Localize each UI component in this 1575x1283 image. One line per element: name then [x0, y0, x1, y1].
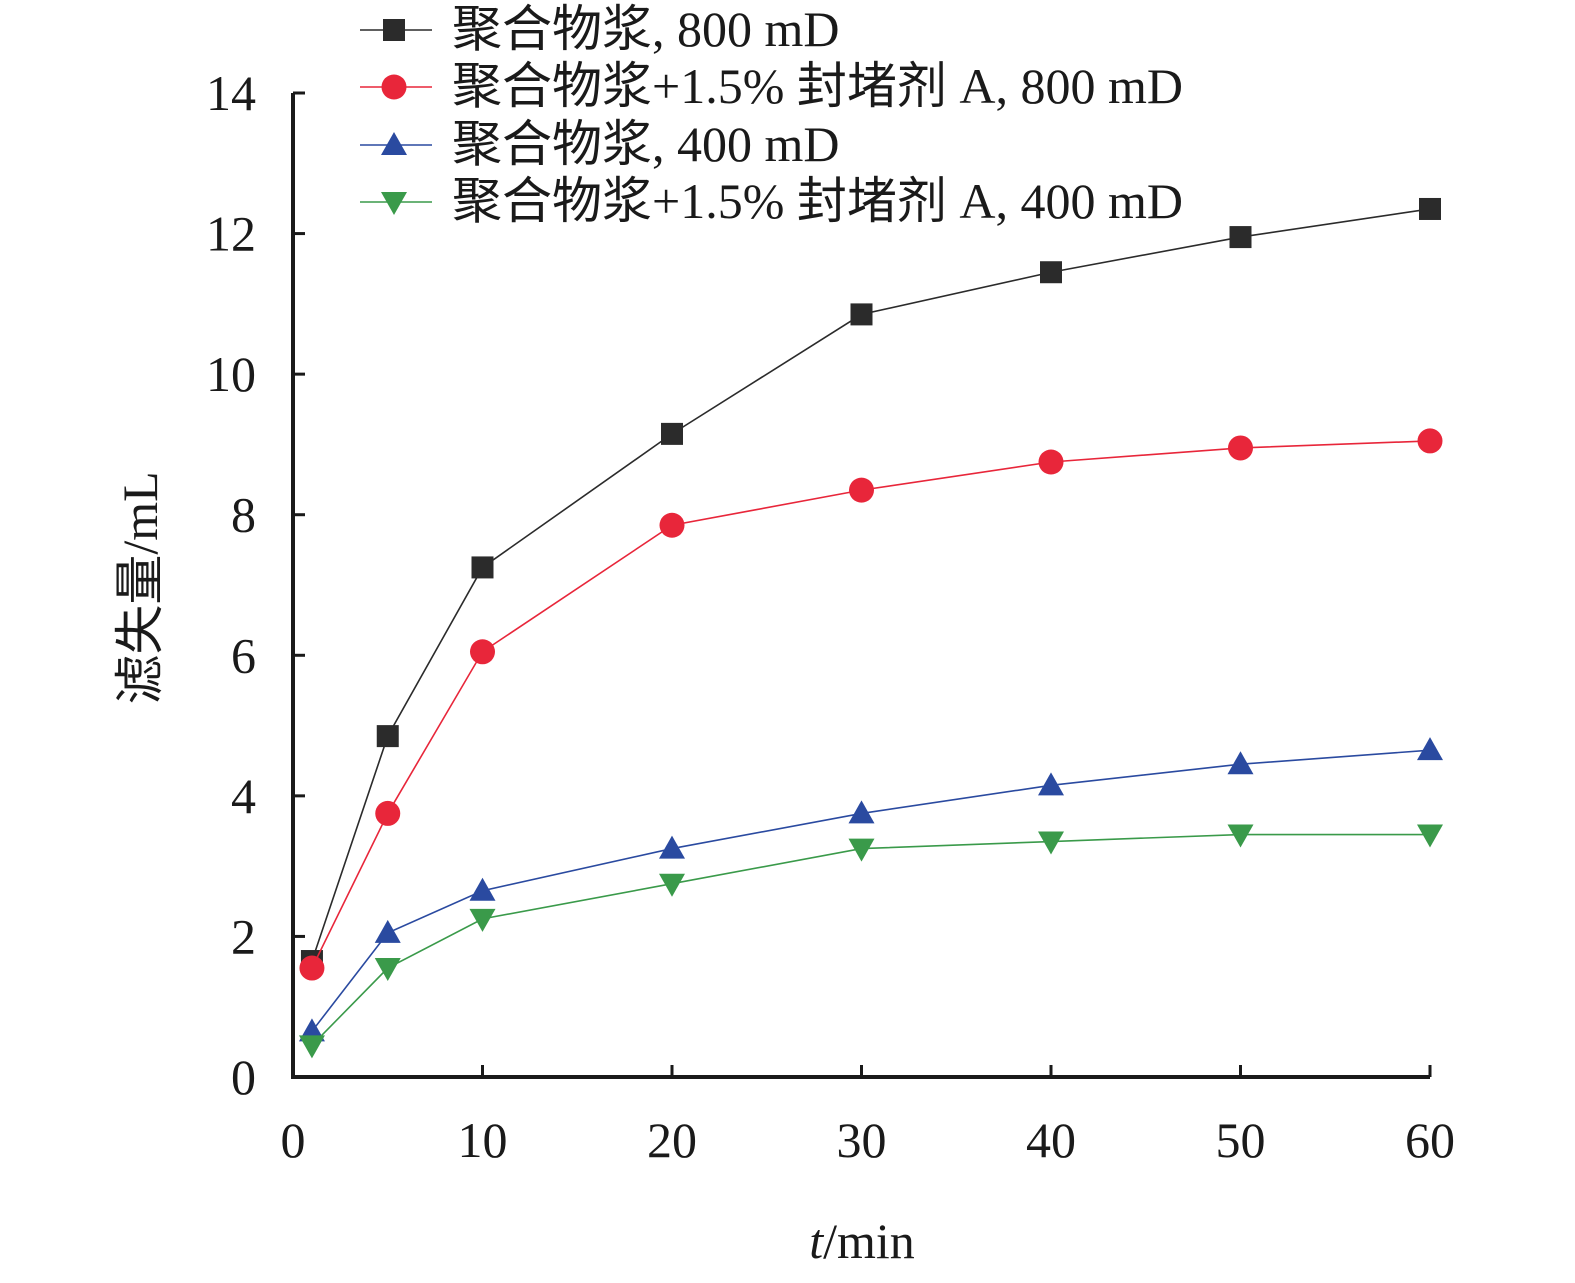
y-tick-label: 4 — [231, 768, 256, 824]
y-axis-label: 滤失量/mL — [112, 471, 168, 704]
legend-label: 聚合物浆+1.5% 封堵剂 A, 800 mD — [452, 58, 1183, 114]
legend-label: 聚合物浆+1.5% 封堵剂 A, 400 mD — [452, 173, 1183, 229]
data-point — [1040, 261, 1062, 284]
data-point — [1038, 772, 1064, 796]
series-line — [311, 833, 1430, 1046]
data-point — [1419, 197, 1441, 220]
data-point — [374, 958, 401, 982]
data-point — [849, 477, 874, 503]
data-point — [1038, 831, 1064, 855]
legend-entry-4: 聚合物浆+1.5% 封堵剂 A, 400 mD — [360, 173, 1183, 229]
legend-swatch-marker — [381, 74, 407, 100]
x-tick-label: 20 — [647, 1112, 697, 1168]
data-point — [469, 877, 496, 901]
data-point — [1227, 824, 1254, 848]
x-tick-label: 0 — [281, 1112, 306, 1168]
y-tick-label: 2 — [231, 908, 256, 964]
series-3 — [298, 737, 1443, 1042]
legend-label: 聚合物浆, 400 mD — [452, 116, 840, 172]
data-point — [1417, 428, 1443, 454]
y-tick-label: 12 — [206, 206, 256, 262]
x-tick-label: 30 — [837, 1112, 887, 1168]
y-tick-label: 14 — [206, 65, 256, 121]
data-point — [1038, 449, 1064, 475]
y-tick-label: 0 — [231, 1049, 256, 1105]
data-point — [659, 512, 685, 538]
legend-swatch-marker — [383, 19, 405, 41]
series-line — [311, 208, 1431, 962]
data-point — [375, 800, 401, 826]
x-axis-label: t/min — [809, 1213, 915, 1269]
axes: 0 10 20 30 40 50 60 0 2 4 6 8 10 12 14 — [206, 65, 1455, 1168]
data-point — [470, 639, 495, 665]
series-layer — [298, 197, 1443, 1059]
legend-swatch-marker — [381, 132, 407, 155]
series-line — [311, 749, 1431, 1032]
data-point — [850, 303, 873, 326]
data-point — [1417, 737, 1443, 761]
x-tick-label: 60 — [1405, 1112, 1455, 1168]
y-tick-label: 8 — [231, 487, 256, 543]
series-1 — [300, 197, 1441, 973]
y-tick-label: 10 — [206, 346, 256, 402]
legend-entry-2: 聚合物浆+1.5% 封堵剂 A, 800 mD — [360, 58, 1183, 114]
legend-entry-3: 聚合物浆, 400 mD — [360, 116, 840, 172]
x-tick-label: 10 — [458, 1112, 508, 1168]
series-line — [311, 440, 1431, 969]
x-axis-label-unit: /min — [823, 1213, 915, 1269]
data-point — [848, 838, 875, 862]
series-2 — [299, 428, 1443, 981]
legend-label: 聚合物浆, 800 mD — [452, 1, 840, 57]
data-point — [661, 422, 683, 445]
data-point — [1228, 435, 1253, 461]
data-point — [659, 873, 685, 897]
data-point — [1417, 824, 1443, 848]
data-point — [469, 908, 496, 932]
data-point — [298, 1035, 325, 1059]
data-point — [848, 800, 875, 824]
data-point — [299, 955, 325, 981]
data-point — [1229, 226, 1252, 249]
data-point — [659, 835, 685, 859]
y-tick-label: 6 — [231, 627, 256, 683]
data-point — [1227, 751, 1254, 775]
x-tick-label: 50 — [1216, 1112, 1266, 1168]
x-tick-label: 40 — [1026, 1112, 1076, 1168]
x-axis-label-variable: t — [809, 1213, 824, 1269]
legend-entry-1: 聚合物浆, 800 mD — [360, 1, 840, 57]
legend-swatch-marker — [381, 192, 407, 215]
data-point — [471, 556, 494, 579]
data-point — [374, 919, 401, 943]
series-4 — [298, 824, 1443, 1059]
data-point — [376, 725, 399, 748]
